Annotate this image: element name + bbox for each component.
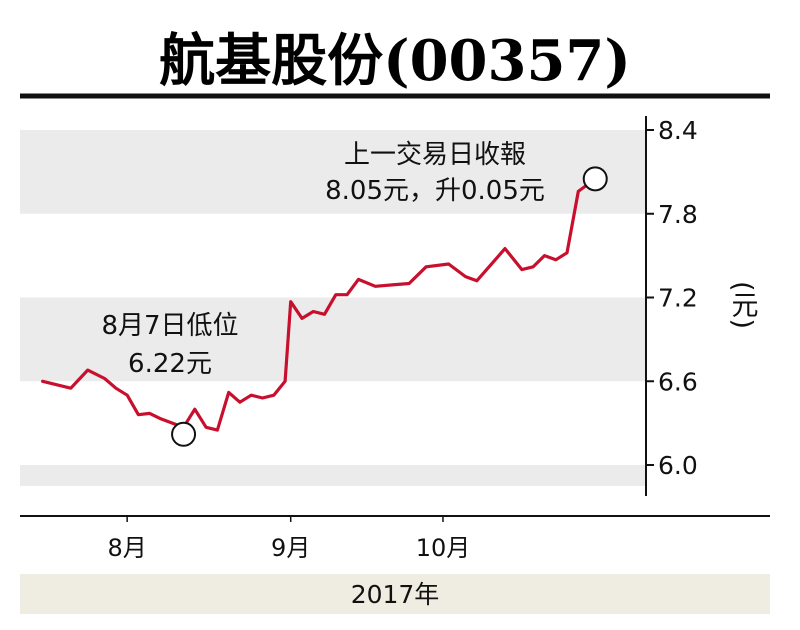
x-tick-label: 8月 <box>108 534 147 562</box>
low-point-marker <box>171 421 197 447</box>
year-band <box>20 574 770 614</box>
y-axis: 8.4 7.8 7.2 6.6 6.0 <box>645 116 698 496</box>
low-annotation-price: 6.22元 <box>128 349 212 379</box>
y-tick-label: 7.8 <box>658 200 698 229</box>
price-series <box>40 177 597 432</box>
last-close-annotation-value: 8.05元，升0.05元 <box>325 176 545 206</box>
low-annotation-date: 8月7日低位 <box>101 311 238 341</box>
y-axis-unit-label: (元) <box>727 281 758 329</box>
last-close-annotation-title: 上一交易日收報 <box>344 140 526 170</box>
grid-band <box>20 130 646 214</box>
y-tick-label: 8.4 <box>658 116 698 145</box>
point-markers <box>171 166 608 447</box>
price-line <box>40 177 597 432</box>
y-tick-label: 6.6 <box>658 367 698 396</box>
chart-title: 航基股份(00357) <box>159 28 631 94</box>
x-axis-year-label: 2017年 <box>351 580 440 609</box>
x-tick-label: 9月 <box>271 534 310 562</box>
x-axis-month-labels: 8月 9月 10月 <box>108 516 471 562</box>
grid-band <box>20 465 646 486</box>
x-tick-label: 10月 <box>416 534 471 562</box>
grid-bands <box>20 130 646 486</box>
last-close-marker <box>582 166 608 192</box>
y-tick-label: 6.0 <box>658 451 698 480</box>
y-tick-label: 7.2 <box>658 284 698 313</box>
grid-band <box>20 297 646 382</box>
